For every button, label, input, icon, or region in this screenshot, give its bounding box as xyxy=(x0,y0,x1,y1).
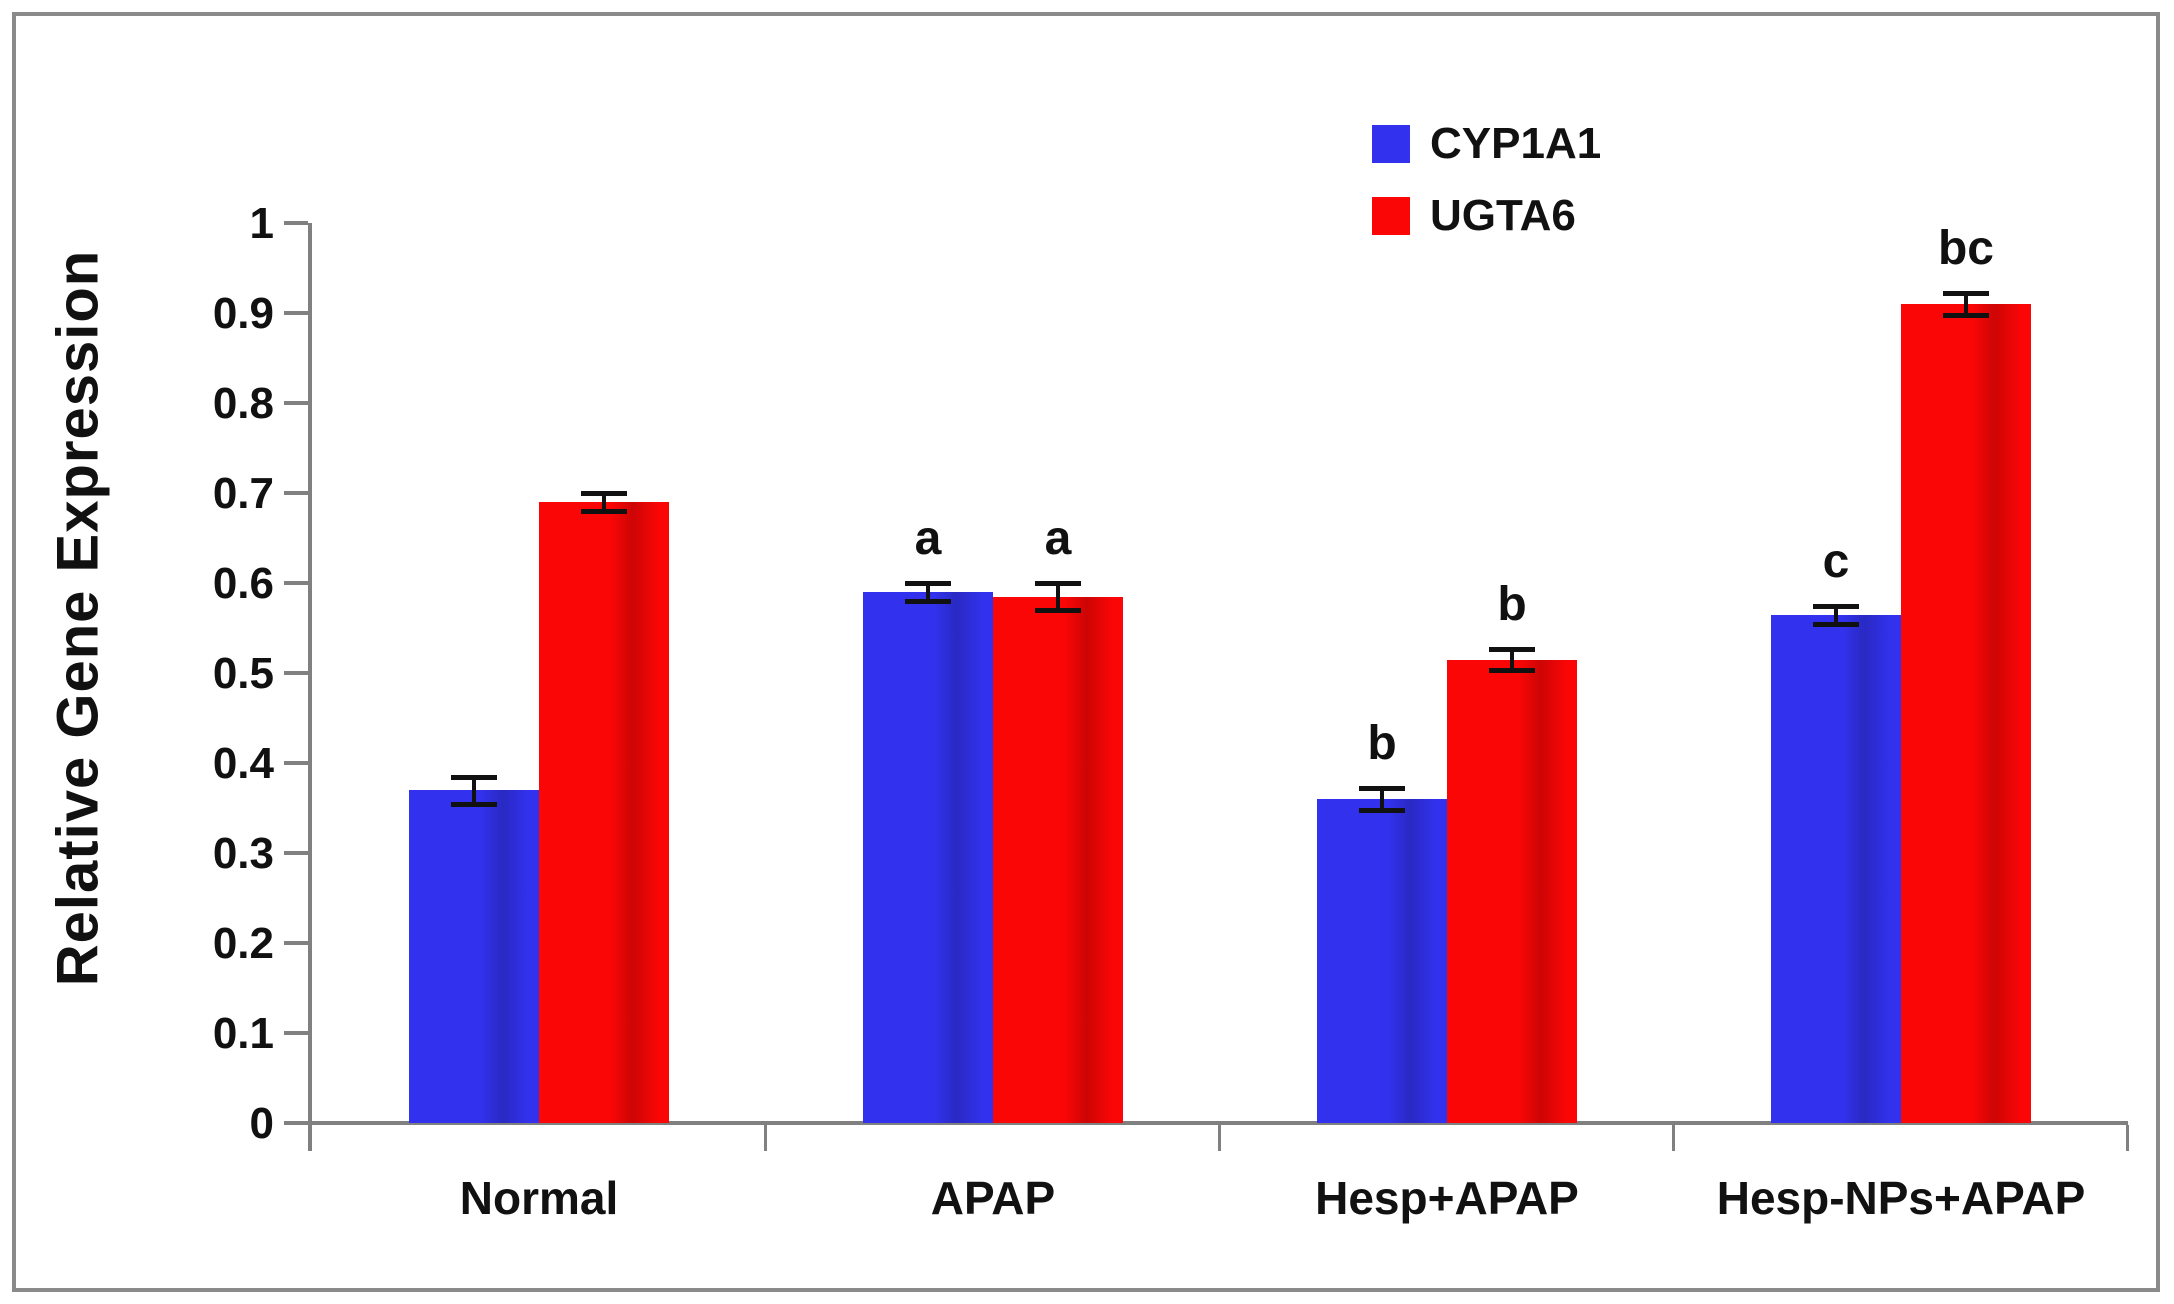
y-tick-label: 0.9 xyxy=(212,289,274,338)
legend-item-ugta6: UGTA6 xyxy=(1372,194,1601,238)
error-bar-cap-top xyxy=(1813,603,1859,609)
y-tick-mark xyxy=(284,401,308,405)
significance-letter: a xyxy=(1044,512,1072,565)
y-tick-label: 0.2 xyxy=(212,919,274,968)
error-bar-whisker xyxy=(1510,648,1514,671)
y-tick-mark xyxy=(284,671,308,675)
error-bar-whisker xyxy=(1964,293,1968,315)
bar-ugta6-hesp-nps+apap xyxy=(1901,304,2031,1123)
x-category-label: Hesp+APAP xyxy=(1315,1172,1579,1224)
bar-ugta6-normal xyxy=(539,502,669,1123)
y-tick-label: 0.7 xyxy=(212,469,274,518)
y-tick-label: 0.8 xyxy=(212,379,274,428)
y-tick-mark xyxy=(284,311,308,315)
y-tick-mark xyxy=(284,761,308,765)
significance-letter: b xyxy=(1367,717,1397,771)
error-bar-whisker xyxy=(926,583,930,601)
error-bar-whisker xyxy=(1056,583,1060,610)
bar-ugta6-apap xyxy=(993,596,1123,1123)
y-tick-mark xyxy=(284,851,308,855)
x-axis-line xyxy=(308,1121,2128,1125)
x-tick-mark xyxy=(1218,1125,1221,1151)
bar-ugta6-hesp+apap xyxy=(1447,659,1577,1123)
y-axis-line xyxy=(308,223,312,1146)
y-tick-label: 0.4 xyxy=(212,739,274,788)
x-category-label: Normal xyxy=(459,1172,619,1224)
legend: CYP1A1 UGTA6 xyxy=(1372,122,1601,238)
bar-cyp1a1-hesp+apap xyxy=(1317,799,1447,1123)
significance-letter: bc xyxy=(1937,222,1994,276)
error-bar-whisker xyxy=(1380,788,1384,810)
error-bar-cap-top xyxy=(1035,581,1081,586)
x-tick-mark xyxy=(308,1125,312,1151)
error-bar-cap-bottom xyxy=(451,801,497,807)
error-bar-cap-bottom xyxy=(1035,608,1081,613)
bar-cyp1a1-normal xyxy=(409,790,539,1123)
error-bar-whisker xyxy=(1834,605,1838,624)
x-tick-mark xyxy=(2126,1125,2129,1151)
y-tick-mark xyxy=(284,1031,308,1035)
y-tick-label: 0.6 xyxy=(212,559,274,608)
error-bar-cap-bottom xyxy=(1943,312,1989,318)
y-tick-mark xyxy=(284,491,308,495)
legend-swatch-blue xyxy=(1372,125,1410,163)
x-tick-mark xyxy=(1672,1125,1675,1151)
legend-label: UGTA6 xyxy=(1430,191,1576,240)
y-tick-mark xyxy=(284,941,308,945)
error-bar-cap-bottom xyxy=(1359,807,1405,813)
bar-cyp1a1-hesp-nps+apap xyxy=(1771,614,1901,1123)
y-tick-mark xyxy=(284,1121,308,1125)
error-bar-cap-top xyxy=(581,491,627,496)
x-category-label: Hesp-NPs+APAP xyxy=(1716,1172,2086,1224)
significance-letter: b xyxy=(1497,577,1527,631)
error-bar-cap-top xyxy=(905,581,951,586)
error-bar-cap-top xyxy=(1943,291,1989,297)
y-tick-label: 0 xyxy=(249,1099,274,1148)
error-bar-whisker xyxy=(602,493,606,511)
error-bar-cap-bottom xyxy=(905,599,951,604)
y-tick-mark xyxy=(284,581,308,585)
error-bar-cap-bottom xyxy=(581,509,627,514)
y-tick-label: 0.5 xyxy=(212,649,274,698)
y-tick-label: 0.1 xyxy=(212,1009,274,1058)
x-tick-mark xyxy=(764,1125,767,1151)
significance-letter: a xyxy=(914,512,942,565)
x-category-label: APAP xyxy=(930,1172,1056,1224)
error-bar-cap-top xyxy=(1359,786,1405,792)
significance-letter: c xyxy=(1822,534,1850,588)
legend-swatch-red xyxy=(1372,197,1410,235)
y-tick-label: 1 xyxy=(249,199,274,248)
error-bar-cap-bottom xyxy=(1489,668,1535,674)
error-bar-cap-top xyxy=(451,774,497,780)
error-bar-whisker xyxy=(472,776,476,804)
error-bar-cap-top xyxy=(1489,646,1535,652)
legend-item-cyp1a1: CYP1A1 xyxy=(1372,122,1601,166)
y-tick-mark xyxy=(284,221,308,225)
error-bar-cap-bottom xyxy=(1813,621,1859,627)
legend-label: CYP1A1 xyxy=(1430,119,1602,168)
y-tick-label: 0.3 xyxy=(212,829,274,878)
bar-cyp1a1-apap xyxy=(863,592,993,1123)
